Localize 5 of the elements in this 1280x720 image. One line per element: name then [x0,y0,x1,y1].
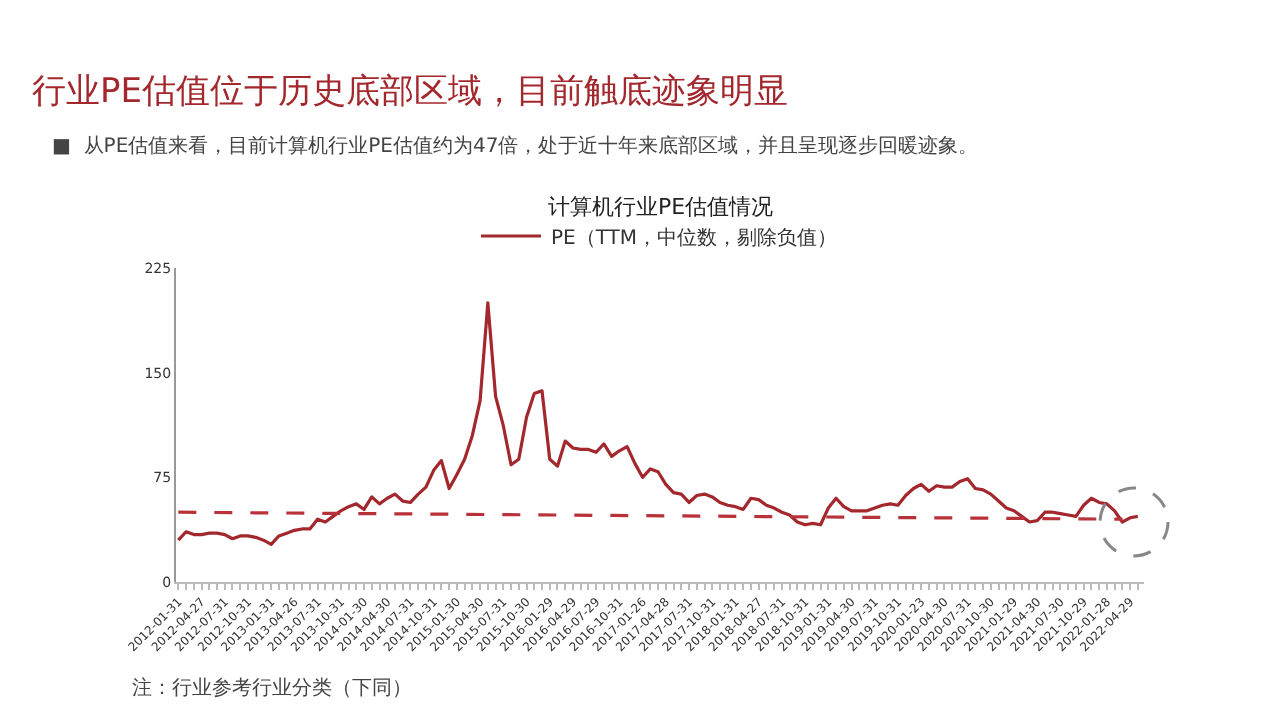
chart-title: 行业PE估值位于历史底部区域，目前触底迹象明显 [32,72,788,112]
text: 注：行业参考行业分类（下同） [132,676,412,700]
text: ■ 从PE估值来看，目前计算机行业PE估值约为47倍，处于近十年来底部区域，并且呈现逐步回暖迹象。 [52,134,979,158]
legend-label: PE（TTM，中位数，剔除负值） [551,225,838,250]
chart-subtitle: 计算机行业PE估值情况 [548,194,774,220]
